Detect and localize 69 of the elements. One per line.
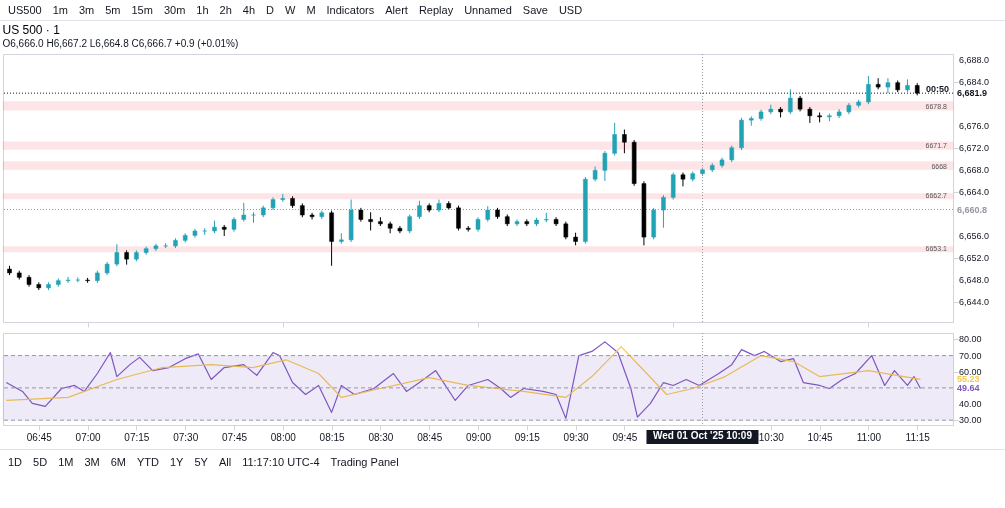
y-tick-label: 6,656.0	[959, 230, 990, 241]
text: 1Y	[169, 456, 184, 468]
text: Save	[522, 4, 548, 16]
text: YTD	[136, 456, 159, 468]
x-tick-label: 09:15	[514, 431, 541, 443]
text: 6M	[110, 456, 126, 468]
x-tick-label: 08:00	[270, 431, 297, 443]
y-tick-label: 6,672.0	[959, 142, 990, 153]
ref-line-label: 6,660.8	[957, 204, 988, 215]
x-tick-label: 08:15	[319, 431, 346, 443]
chart-title: US 500 · 1	[2, 22, 61, 37]
text: Indicators	[326, 4, 375, 16]
text: 1D	[8, 456, 23, 468]
x-tick-label: 07:45	[221, 431, 248, 443]
ref-line-label: Wed 01 Oct '25 10:09	[653, 430, 753, 441]
text: 1m	[52, 4, 68, 16]
x-tick-label: 11:15	[905, 431, 931, 443]
text: 11:17:10 UTC-4	[242, 456, 320, 468]
x-tick-label: 07:30	[173, 431, 199, 443]
text: W	[285, 4, 296, 16]
y-tick-label: 6,688.0	[959, 54, 990, 65]
text: 30m	[163, 4, 186, 16]
text: 3m	[78, 4, 95, 16]
x-tick-label: 08:45	[417, 431, 443, 443]
x-tick-label: 09:00	[465, 431, 492, 443]
text: 2h	[219, 4, 232, 16]
x-tick-label: 06:45	[26, 431, 53, 443]
y-tick-label: 70.00	[959, 350, 982, 361]
x-tick-label: 08:30	[368, 431, 394, 443]
text: D	[266, 4, 274, 16]
text: M	[306, 4, 316, 16]
text: 1M	[58, 456, 74, 468]
text: US500	[8, 4, 42, 16]
chart-subtitle: O6,666.0 H6,667.2 L6,664.8 C6,666.7 +0.9 (+0.01%)	[2, 37, 239, 49]
text: 5m	[105, 4, 121, 16]
y-tick-label: 40.00	[959, 399, 982, 410]
text: 15m	[131, 4, 153, 16]
y-tick-label: 6,668.0	[959, 164, 990, 175]
y-tick-label: 30.00	[959, 415, 982, 426]
y-tick-label: 6,652.0	[959, 253, 990, 264]
text: Alert	[385, 4, 408, 16]
x-tick-label: 07:15	[124, 431, 150, 443]
x-tick-label: 11:00	[856, 431, 882, 443]
y-tick-label: 80.00	[959, 334, 982, 345]
text: Trading Panel	[330, 456, 399, 468]
annotation: 49.64	[957, 383, 980, 394]
text: 1h	[196, 4, 209, 16]
x-tick-label: 09:30	[563, 431, 590, 443]
text: 5Y	[194, 456, 208, 468]
text: 3M	[84, 456, 100, 468]
text: Replay	[418, 4, 454, 16]
y-tick-label: 60.00	[959, 366, 982, 377]
annotation: 55.23	[957, 374, 980, 385]
text: All	[218, 456, 232, 468]
y-tick-label: 6,684.0	[959, 76, 990, 87]
ref-line-label: 6,681.9	[957, 88, 988, 99]
text: USD	[558, 4, 583, 16]
text: Unnamed	[464, 4, 512, 16]
y-tick-label: 6,664.0	[959, 186, 990, 197]
y-tick-label: 6,676.0	[959, 120, 990, 131]
y-tick-label: 6,644.0	[959, 297, 990, 308]
x-tick-label: 07:00	[75, 431, 102, 443]
x-tick-label: 10:45	[807, 431, 834, 443]
text: 4h	[242, 4, 256, 16]
x-tick-label: 09:45	[612, 431, 638, 443]
y-tick-label: 6,648.0	[959, 275, 990, 286]
annotation: 00:50	[925, 84, 949, 95]
x-tick-label: 10:30	[758, 431, 785, 443]
text: 5D	[33, 456, 48, 468]
